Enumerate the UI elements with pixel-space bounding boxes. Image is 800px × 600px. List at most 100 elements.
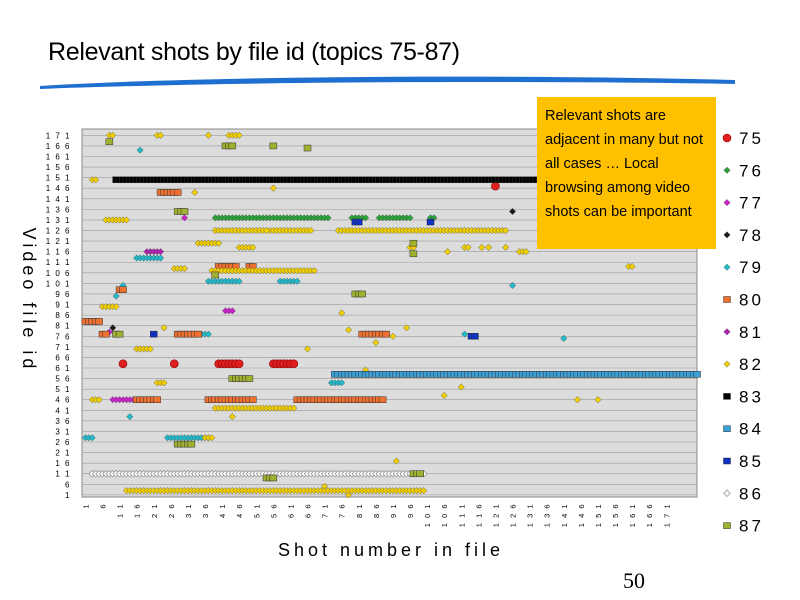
data-point-79: [293, 277, 301, 285]
data-point-82: [215, 239, 223, 247]
y-tick-label: 9 1: [55, 301, 71, 310]
x-tick-label: 2 1: [150, 503, 159, 518]
data-point-82: [345, 491, 352, 499]
legend-marker-75: [722, 133, 732, 143]
data-point-85: [426, 218, 435, 226]
x-tick-label: 9 6: [406, 503, 415, 518]
x-tick-label: 1 6: [133, 503, 142, 518]
data-point-82: [464, 243, 472, 251]
data-point-82: [146, 345, 154, 353]
data-point-82: [235, 131, 243, 139]
data-point-87: [105, 138, 114, 145]
legend-marker-76: [723, 166, 731, 174]
legend-label-84: 84: [739, 420, 764, 439]
x-tick-label: 1: [81, 503, 90, 509]
y-tick-label: 1 0 1: [46, 279, 71, 288]
data-point-79: [338, 379, 346, 387]
data-point-77: [228, 307, 236, 315]
callout-note: Relevant shots are adjacent in many but …: [537, 97, 716, 249]
y-tick-label: 4 1: [55, 406, 71, 415]
data-point-80: [119, 286, 127, 293]
data-point-87: [409, 250, 418, 258]
legend-marker-77: [723, 199, 731, 207]
data-point-80: [153, 396, 161, 403]
x-tick-label: 3 1: [184, 503, 193, 518]
y-tick-label: 1 3 6: [46, 205, 71, 214]
data-point-82: [502, 243, 510, 251]
data-point-79: [461, 330, 469, 338]
data-point-82: [92, 176, 100, 184]
y-tick-label: 1 5 1: [46, 174, 71, 183]
x-tick-label: 4 6: [235, 503, 244, 518]
legend-marker-79: [723, 263, 731, 271]
data-point-80: [95, 318, 103, 325]
data-point-87: [269, 474, 278, 482]
x-tick-label: 1 5 1: [594, 503, 603, 527]
y-tick-label: 8 6: [55, 311, 71, 320]
data-point-76: [406, 214, 414, 222]
data-point-84: [693, 371, 701, 378]
data-point-82: [628, 262, 636, 270]
x-tick-label: 1 0 1: [423, 503, 432, 527]
x-tick-label: 7 1: [321, 503, 330, 518]
x-tick-label: 8 6: [372, 503, 381, 518]
x-tick-label: 6: [99, 503, 108, 509]
y-tick-label: 6 1: [55, 364, 71, 373]
data-point-76: [362, 214, 370, 222]
legend-label-80: 80: [739, 291, 764, 310]
data-point-80: [249, 396, 257, 403]
y-tick-label: 1 0 6: [46, 269, 71, 278]
legend-marker-83: [723, 393, 731, 400]
data-point-80: [378, 396, 387, 403]
data-point-82: [160, 324, 168, 332]
data-point-82: [478, 243, 486, 251]
y-tick-label: 1 4 6: [46, 184, 71, 193]
y-tick-label: 3 1: [55, 427, 71, 436]
legend-marker-81: [723, 328, 731, 336]
data-point-82: [181, 265, 188, 273]
data-point-85: [355, 218, 363, 226]
data-point-87: [303, 144, 312, 152]
data-point-79: [157, 254, 165, 262]
x-tick-label: 1 5 6: [611, 503, 620, 527]
x-tick-label: 2 6: [167, 503, 176, 518]
data-point-82: [269, 184, 277, 192]
data-point-75: [491, 181, 500, 191]
data-point-81: [157, 248, 165, 256]
data-point-79: [126, 413, 134, 421]
y-tick-label: 2 6: [55, 438, 71, 447]
data-point-80: [194, 330, 202, 338]
legend-label-86: 86: [739, 484, 764, 503]
data-point-79: [112, 292, 120, 300]
x-tick-label: 5 6: [269, 503, 278, 518]
data-point-82: [345, 326, 352, 334]
data-point-87: [409, 239, 418, 247]
x-tick-label: 7 6: [338, 503, 347, 518]
data-point-82: [502, 227, 510, 234]
y-tick-label: 2 1: [55, 449, 71, 458]
y-tick-label: 1 1 6: [46, 248, 71, 257]
data-point-79: [509, 282, 516, 289]
x-tick-label: 1 7 1: [662, 503, 671, 527]
data-point-82: [290, 404, 298, 412]
legend-marker-84: [723, 425, 731, 432]
data-point-85: [471, 333, 479, 340]
y-tick-label: 9 6: [55, 290, 71, 299]
y-tick-label: 7 6: [55, 332, 71, 341]
data-point-79: [560, 334, 568, 342]
data-point-82: [304, 345, 311, 353]
y-tick-label: 1 6 1: [46, 152, 71, 161]
legend-label-79: 79: [739, 258, 764, 277]
data-point-87: [245, 375, 254, 382]
data-point-80: [382, 330, 390, 338]
y-tick-label: 1 2 1: [46, 237, 71, 246]
data-point-82: [444, 248, 452, 256]
y-tick-label: 6 6: [55, 353, 71, 362]
legend-label-77: 77: [739, 194, 764, 213]
data-point-76: [324, 214, 332, 222]
legend-label-78: 78: [739, 226, 764, 245]
data-point-82: [112, 303, 120, 311]
data-point-82: [191, 188, 199, 196]
legend-label-76: 76: [739, 161, 764, 180]
